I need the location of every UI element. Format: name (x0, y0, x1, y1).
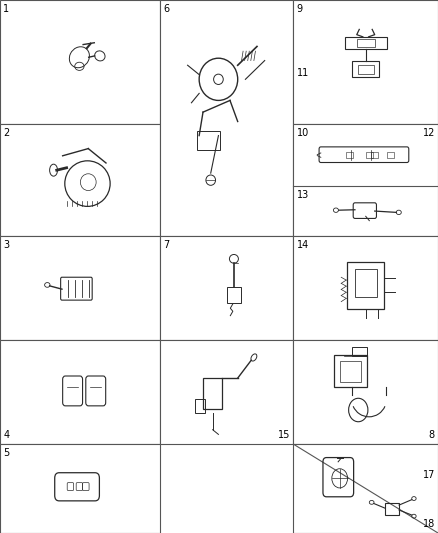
Text: 2: 2 (3, 128, 9, 138)
Bar (0, 0, 160, 124)
Bar (195, 399, 205, 413)
Bar (293, 340, 438, 444)
Bar (0, 236, 160, 340)
Bar (387, 152, 395, 158)
Bar (293, 444, 438, 533)
Bar (371, 152, 378, 158)
Bar (293, 0, 438, 124)
Bar (347, 262, 384, 309)
Bar (0, 340, 160, 444)
Bar (0, 444, 160, 533)
Text: 7: 7 (163, 240, 169, 250)
Bar (345, 37, 387, 49)
Bar (358, 65, 374, 74)
Bar (357, 39, 374, 47)
Bar (203, 378, 222, 409)
Bar (197, 131, 220, 150)
Bar (352, 61, 379, 77)
Text: 1: 1 (3, 4, 9, 14)
Bar (0, 124, 160, 236)
Bar (334, 354, 367, 387)
Bar (227, 287, 241, 303)
Bar (160, 340, 293, 444)
Text: 15: 15 (278, 431, 290, 440)
Text: 3: 3 (3, 240, 9, 250)
Text: 6: 6 (163, 4, 169, 14)
Text: 12: 12 (423, 128, 435, 138)
Text: 17: 17 (423, 470, 435, 480)
Bar (293, 124, 438, 236)
Text: 8: 8 (429, 431, 435, 440)
Text: 4: 4 (3, 431, 9, 440)
Text: 14: 14 (297, 240, 309, 250)
Bar (160, 0, 293, 236)
Bar (385, 503, 399, 515)
Text: 11: 11 (297, 68, 309, 78)
Text: 9: 9 (297, 4, 303, 14)
Text: 5: 5 (3, 448, 9, 458)
Text: 13: 13 (297, 190, 309, 200)
Bar (346, 152, 353, 158)
Bar (293, 236, 438, 340)
Bar (356, 269, 377, 297)
Text: 18: 18 (423, 519, 435, 529)
Text: 10: 10 (297, 128, 309, 138)
Bar (366, 152, 373, 158)
Bar (340, 361, 361, 382)
Bar (160, 236, 293, 340)
Bar (352, 347, 367, 356)
